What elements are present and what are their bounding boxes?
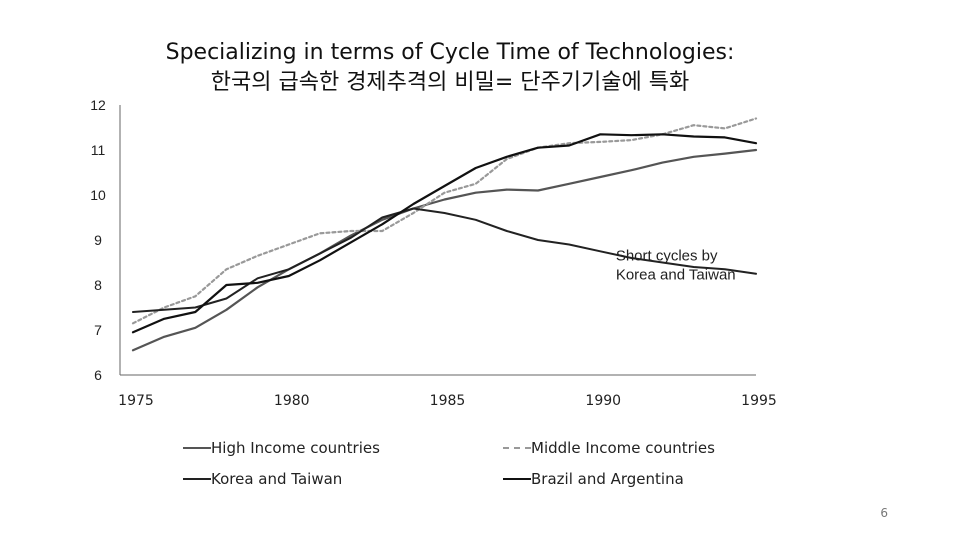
legend-label: Brazil and Argentina — [531, 470, 684, 488]
x-tick-label: 1990 — [585, 393, 621, 409]
chart-title-line-1: Specializing in terms of Cycle Time of T… — [165, 40, 735, 65]
y-tick-label: 8 — [94, 277, 102, 293]
legend-swatch — [183, 447, 211, 449]
y-tick-label: 12 — [90, 97, 106, 113]
legend-item: Middle Income countries — [503, 437, 715, 459]
series-line-high-income-countries — [131, 148, 758, 352]
legend-swatch — [183, 478, 211, 480]
annotation-line: Korea and Taiwan — [616, 266, 736, 283]
series-line-middle-income-countries — [131, 117, 758, 325]
legend-swatch — [503, 447, 531, 449]
legend-label: Middle Income countries — [531, 439, 715, 457]
y-tick-label: 11 — [91, 142, 106, 158]
chart-axes: 6 7 8 9 10 11 12 1975 1980 1985 1990 1995 — [90, 97, 777, 409]
x-tick-label: 1995 — [741, 393, 777, 409]
series-line-brazil-and-argentina — [131, 133, 758, 334]
y-tick-label: 9 — [94, 232, 102, 248]
legend-item: High Income countries — [183, 437, 380, 459]
annotation-line: Short cycles by — [616, 247, 718, 264]
y-tick-label: 10 — [90, 187, 106, 203]
chart-annotation: Short cycles by Korea and Taiwan — [616, 247, 736, 283]
y-tick-label: 6 — [94, 367, 102, 383]
x-tick-label: 1975 — [118, 393, 154, 409]
legend-swatch — [503, 478, 531, 480]
chart-title-line-2: 한국의 급속한 경제추격의 비밀= 단주기기술에 특화 — [210, 70, 690, 95]
y-tick-label: 7 — [94, 322, 102, 338]
page-number: 6 — [880, 506, 888, 520]
chart-title: Specializing in terms of Cycle Time of T… — [90, 38, 810, 98]
chart-series — [131, 117, 758, 352]
legend-label: High Income countries — [211, 439, 380, 457]
x-tick-label: 1985 — [430, 393, 466, 409]
x-tick-label: 1980 — [274, 393, 310, 409]
legend-item: Brazil and Argentina — [503, 468, 684, 490]
series-line-korea-and-taiwan — [132, 207, 757, 313]
legend-item: Korea and Taiwan — [183, 468, 342, 490]
legend-label: Korea and Taiwan — [211, 470, 343, 488]
